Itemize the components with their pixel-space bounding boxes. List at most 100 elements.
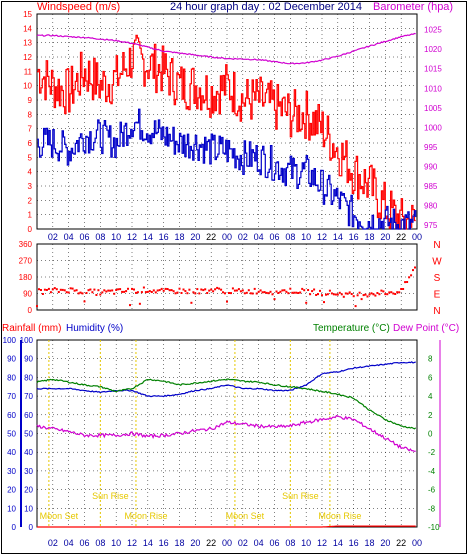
direction-point [277, 292, 280, 294]
direction-point [214, 288, 217, 291]
direction-point [378, 293, 381, 296]
direction-point [208, 289, 211, 292]
event-label: Moon Rise [124, 511, 167, 521]
temperature-tick-label: 8 [428, 355, 433, 364]
direction-point [297, 292, 300, 294]
compass-label: N [433, 240, 440, 251]
direction-point [220, 288, 223, 291]
direction-point [162, 289, 165, 292]
direction-point [265, 291, 268, 294]
direction-point [326, 293, 329, 296]
direction-point [97, 289, 100, 292]
direction-point [69, 287, 72, 290]
barometer-tick-label: 995 [424, 143, 438, 152]
direction-point [283, 289, 286, 292]
windspeed-line [37, 108, 417, 230]
x-tick-label-top: 20 [380, 232, 390, 242]
direction-point [40, 289, 42, 291]
direction-point [206, 292, 209, 294]
rainfall-axis-title: Rainfall (mm) [2, 323, 61, 334]
x-tick-label-top: 22 [396, 232, 406, 242]
direction-point [218, 287, 221, 290]
event-label: Moon Rise [318, 511, 361, 521]
x-tick-label-bottom: 16 [349, 538, 359, 548]
direction-point [249, 292, 252, 295]
direction-point [65, 291, 68, 294]
gust-line [37, 34, 416, 230]
temperature-tick-label: -4 [428, 467, 436, 476]
direction-point [89, 288, 92, 291]
direction-point [95, 294, 98, 296]
humidity-tick-label: 40 [24, 448, 33, 457]
humidity-tick-label: 0 [29, 523, 34, 532]
temperature-tick-label: 2 [428, 411, 433, 420]
direction-point [243, 292, 246, 295]
direction-point [38, 288, 40, 291]
direction-point [253, 287, 256, 290]
direction-point [380, 289, 383, 292]
windspeed-tick-label: 15 [23, 10, 32, 19]
direction-point [346, 292, 349, 295]
direction-point [43, 288, 46, 291]
barometer-tick-label: 1010 [424, 84, 442, 93]
direction-point [295, 291, 298, 294]
event-label: Moon Set [40, 511, 79, 521]
humidity-tick-label: 30 [24, 467, 33, 476]
event-label: Moon Set [226, 511, 265, 521]
direction-point [317, 293, 319, 296]
barometer-tick-label: 1025 [424, 26, 442, 35]
direction-point [334, 293, 337, 296]
direction-point [376, 292, 379, 294]
x-tick-label-top: 10 [111, 232, 121, 242]
direction-point [402, 288, 405, 290]
direction-point [303, 289, 306, 292]
windspeed-tick-label: 4 [28, 168, 33, 177]
direction-point [107, 289, 110, 292]
direction-point [101, 291, 104, 294]
direction-point [230, 292, 232, 295]
direction-point [233, 289, 236, 292]
direction-point [301, 287, 304, 290]
direction-point [226, 300, 228, 303]
x-tick-label-top: 06 [269, 232, 279, 242]
direction-point [323, 301, 325, 304]
direction-point [71, 287, 74, 290]
direction-point [247, 289, 250, 292]
direction-point [330, 292, 333, 295]
direction-point [109, 289, 112, 292]
direction-point [182, 288, 185, 291]
temperature-tick-label: -6 [428, 486, 436, 495]
x-tick-label-bottom: 18 [174, 538, 184, 548]
direction-point [374, 294, 377, 297]
direction-point [348, 291, 351, 294]
direction-point [164, 287, 167, 290]
direction-point [180, 292, 183, 294]
direction-point [216, 286, 219, 289]
direction-point [275, 290, 278, 293]
direction-point [398, 291, 401, 294]
x-tick-label-bottom: 00 [222, 538, 232, 548]
direction-point [105, 290, 108, 293]
humidity-tick-label: 80 [24, 373, 33, 382]
direction-point [53, 287, 56, 290]
x-tick-label-bottom: 20 [190, 538, 200, 548]
humidity-axis-title: Humidity (%) [66, 323, 123, 334]
direction-point [127, 287, 129, 290]
humidity-tick-label: 90 [24, 355, 33, 364]
x-tick-label-top: 02 [48, 232, 58, 242]
barometer-tick-label: 985 [424, 182, 438, 191]
direction-point [123, 290, 126, 293]
x-tick-label-top: 04 [254, 232, 264, 242]
x-tick-label-bottom: 22 [206, 538, 216, 548]
direction-tick-label: 90 [23, 290, 32, 299]
direction-point [210, 288, 213, 291]
direction-point [93, 288, 96, 291]
direction-point [311, 290, 314, 293]
direction-point [142, 286, 145, 289]
x-tick-label-top: 16 [349, 232, 359, 242]
direction-point [178, 287, 181, 290]
direction-point [255, 292, 258, 295]
rainfall-tick-label: 60 [7, 411, 16, 420]
barometer-tick-label: 980 [424, 202, 438, 211]
direction-point [119, 288, 122, 291]
